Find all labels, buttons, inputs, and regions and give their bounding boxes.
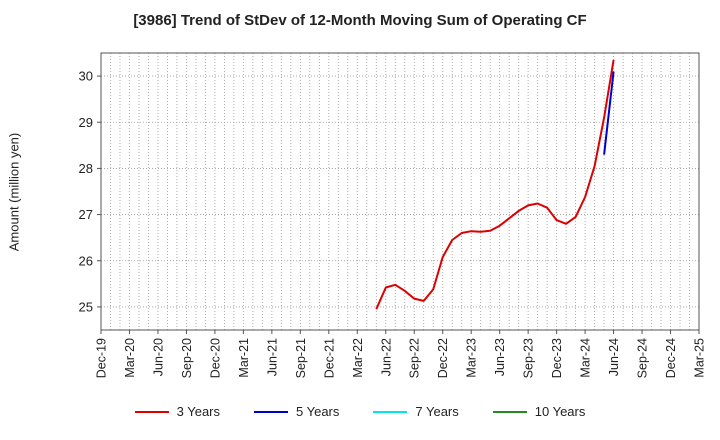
x-tick-label: Sep-24 (636, 338, 650, 378)
series-line-5-years (603, 71, 615, 155)
x-tick-label: Sep-23 (522, 338, 536, 378)
x-tick-label: Mar-23 (465, 338, 479, 378)
x-tick-label: Mar-20 (123, 338, 137, 378)
legend-item-5-years: 5 Years (254, 404, 339, 419)
y-tick-label: 26 (79, 253, 93, 268)
x-tick-label: Sep-21 (294, 338, 308, 378)
legend-label-10-years: 10 Years (534, 404, 586, 419)
x-tick-label: Dec-22 (436, 338, 450, 378)
legend-label-5-years: 5 Years (296, 404, 340, 419)
x-tick-label: Jun-20 (151, 338, 165, 376)
x-tick-label: Jun-22 (379, 338, 393, 376)
x-tick-label: Sep-20 (180, 338, 194, 378)
legend-label-7-years: 7 Years (415, 404, 459, 419)
legend-label-3-years: 3 Years (176, 404, 220, 419)
x-tick-label: Mar-21 (237, 338, 251, 378)
legend: 3 Years 5 Years 7 Years 10 Years (0, 404, 720, 419)
line-chart: 25 26 27 28 29 30 Dec-19 Mar-20 Jun-20 Sep-20 Dec-… (79, 52, 707, 378)
y-tick-label: 29 (79, 115, 93, 130)
x-tick-label: Mar-24 (579, 338, 593, 378)
legend-swatch-5-years (254, 410, 288, 413)
y-tick-label: 30 (79, 69, 93, 84)
x-tick-label: Dec-19 (95, 338, 109, 378)
legend-swatch-7-years (373, 410, 408, 413)
y-tick-label: 25 (79, 299, 93, 314)
y-tick-label: 27 (79, 207, 93, 222)
y-tick-label: 28 (79, 161, 93, 176)
x-tick-label: Jun-23 (493, 338, 507, 376)
x-tick-label: Mar-22 (351, 338, 365, 378)
legend-item-7-years: 7 Years (373, 404, 459, 419)
x-tick-label: Jun-24 (607, 338, 621, 376)
legend-item-10-years: 10 Years (492, 404, 586, 419)
legend-item-3-years: 3 Years (134, 404, 220, 419)
legend-swatch-3-years (134, 410, 169, 413)
series-line-3-years (375, 59, 615, 310)
x-tick-label: Dec-23 (550, 338, 564, 378)
x-tick-label: Mar-25 (693, 338, 707, 378)
x-tick-label: Dec-21 (322, 338, 336, 378)
plot-frame (100, 52, 700, 331)
x-tick-label: Jun-21 (265, 338, 279, 376)
x-tick-label: Dec-20 (208, 338, 222, 378)
legend-swatch-10-years (492, 410, 527, 413)
x-tick-label: Sep-22 (408, 338, 422, 378)
chart-title: [3986] Trend of StDev of 12-Month Moving… (133, 12, 587, 29)
x-tick-label: Dec-24 (664, 338, 678, 378)
